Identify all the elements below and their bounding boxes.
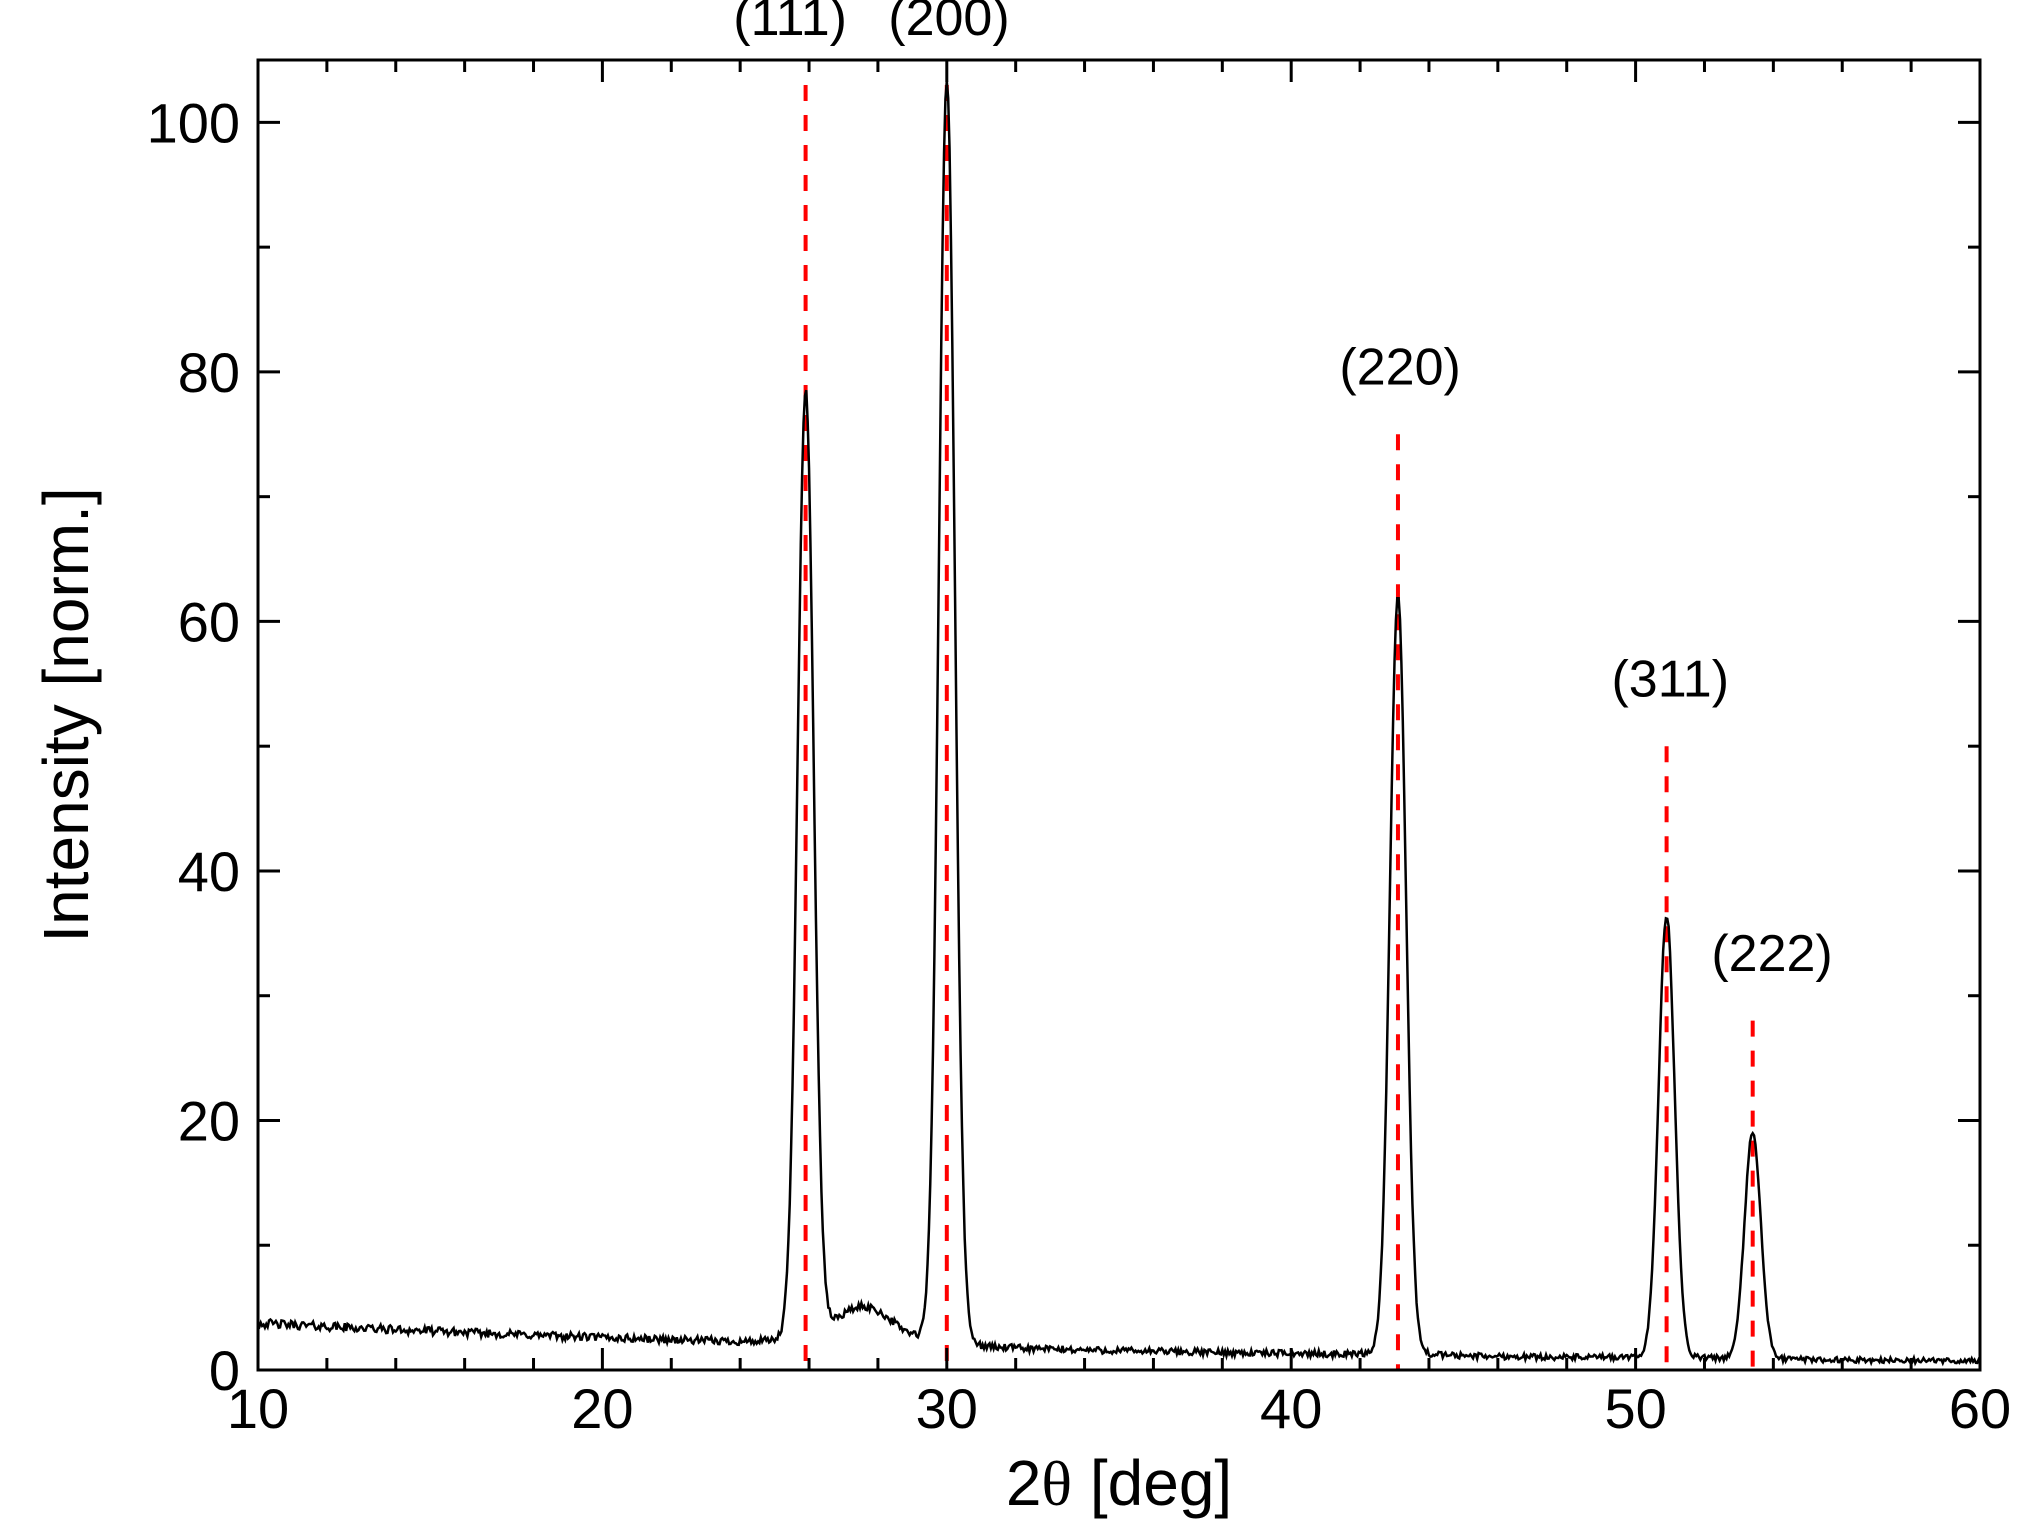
y-axis-title: Intensity [norm.] bbox=[30, 487, 102, 942]
x-tick-label: 20 bbox=[571, 1377, 633, 1440]
x-tick-label: 40 bbox=[1260, 1377, 1322, 1440]
y-tick-label: 80 bbox=[178, 341, 240, 404]
plot-frame bbox=[258, 60, 1980, 1370]
y-tick-label: 60 bbox=[178, 590, 240, 653]
y-tick-label: 0 bbox=[209, 1339, 240, 1402]
x-axis-title: 2θ [deg] bbox=[1006, 1447, 1232, 1519]
chart-svg: 102030405060020406080100(111)(200)(220)(… bbox=[0, 0, 2031, 1528]
peak-label: (111) bbox=[733, 0, 847, 47]
x-tick-label: 30 bbox=[916, 1377, 978, 1440]
y-tick-label: 20 bbox=[178, 1089, 240, 1152]
peak-labels: (111) (200) (220) (311) (222) bbox=[733, 0, 1833, 983]
xrd-chart: 102030405060020406080100(111)(200)(220)(… bbox=[0, 0, 2031, 1528]
peak-label: (220) bbox=[1339, 338, 1460, 396]
x-tick-label: 60 bbox=[1949, 1377, 2011, 1440]
peak-label: (311) bbox=[1611, 650, 1729, 708]
peak-markers bbox=[806, 85, 1753, 1370]
y-tick-label: 100 bbox=[147, 91, 240, 154]
peak-label: (200) bbox=[888, 0, 1009, 47]
y-tick-label: 40 bbox=[178, 840, 240, 903]
xrd-data-line bbox=[258, 81, 1980, 1363]
ticks: 102030405060020406080100 bbox=[147, 60, 2012, 1440]
x-tick-label: 50 bbox=[1604, 1377, 1666, 1440]
peak-label: (222) bbox=[1711, 925, 1832, 983]
